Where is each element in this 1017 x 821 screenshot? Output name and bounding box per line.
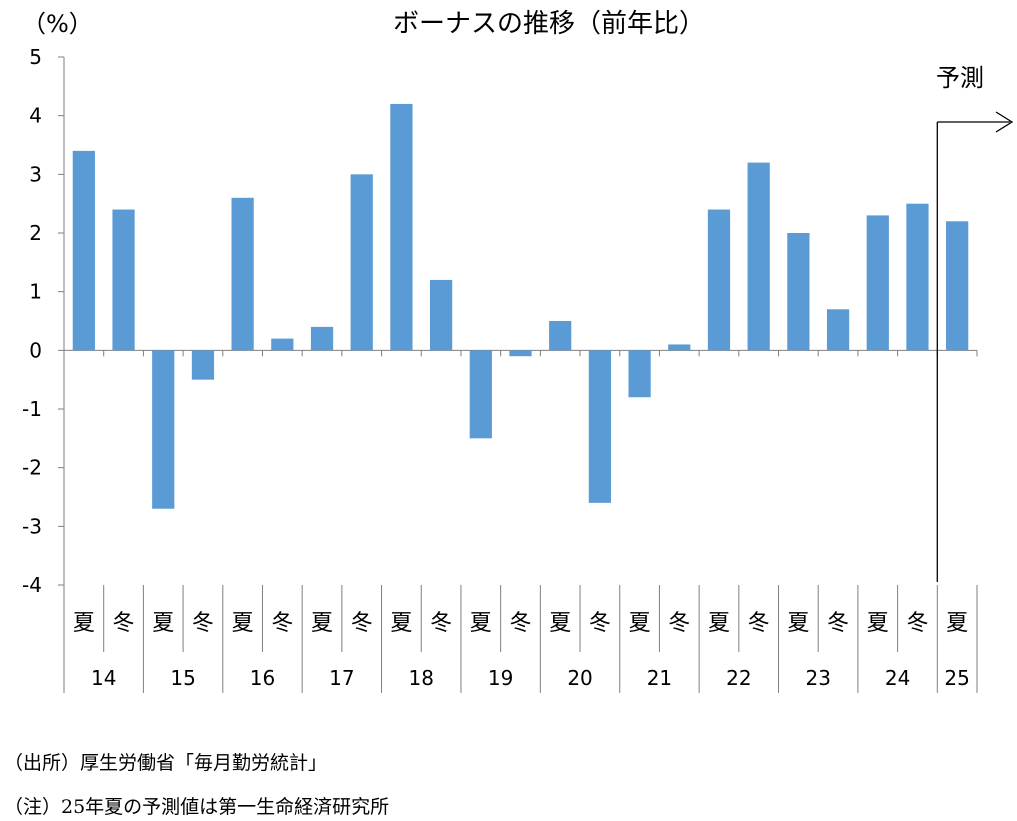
bar [707,209,731,351]
season-label: 冬 [192,611,214,636]
bar-series [72,103,969,509]
year-label: 24 [885,666,910,690]
year-label: 15 [170,666,195,690]
year-label: 20 [567,666,592,690]
y-tick-label: -4 [22,573,42,597]
bar [747,162,770,351]
y-axis-unit-label: （%） [22,10,93,38]
season-label: 夏 [232,611,254,636]
season-label: 夏 [708,611,730,636]
bar [509,350,532,357]
bar [390,103,413,351]
season-label: 冬 [589,611,611,636]
y-axis-tick-labels: 5 4 3 2 1 0 -1 -2 -3 -4 [22,45,42,597]
year-label: 16 [250,666,275,690]
chart-title: ボーナスの推移（前年比） [393,9,705,39]
bar [191,350,215,380]
season-label: 冬 [430,611,452,636]
season-label: 夏 [946,611,968,636]
chart-axes [58,56,978,693]
bonus-bar-chart: ボーナスの推移（前年比） （%） 543210-1-2-3-4 夏冬夏冬夏冬夏冬… [22,9,1014,693]
category-axis-labels: 夏冬夏冬夏冬夏冬夏冬夏冬夏冬夏冬夏冬夏冬夏冬夏14 15 16 17 18 19 20 21 2… [73,611,970,690]
season-label: 冬 [748,611,770,636]
y-tick-label: 2 [29,221,42,245]
bar [350,174,373,351]
y-tick-label: 1 [29,280,42,304]
y-tick-label: 3 [29,162,42,186]
y-tick-label: -2 [22,456,42,480]
year-label: 19 [488,666,513,690]
bar [271,338,294,351]
season-label: 夏 [73,611,95,636]
season-label: 冬 [906,611,928,636]
y-tick-label: -3 [22,514,42,538]
season-label: 冬 [271,611,293,636]
y-tick-label: -1 [22,397,42,421]
bar [310,326,334,351]
bar [866,215,889,351]
year-label: 18 [409,666,434,690]
bar [787,233,810,351]
year-label: 17 [329,666,354,690]
season-label: 冬 [827,611,849,636]
season-label: 夏 [867,611,889,636]
season-label: 夏 [549,611,571,636]
source-note: （出所）厚生労働省「毎月勤労統計」 [4,752,328,774]
year-label: 21 [647,666,672,690]
bar [826,309,850,351]
bar [946,221,969,351]
y-tick-label: 0 [29,338,42,362]
bar [469,350,492,439]
forecast-label: 予測 [936,64,984,92]
bar [231,197,254,351]
bar [112,209,135,351]
bar [668,344,691,351]
season-label: 夏 [152,611,174,636]
y-tick-label: 5 [29,45,42,69]
season-label: 冬 [351,611,373,636]
season-label: 夏 [470,611,492,636]
bar [152,350,175,509]
bar [588,350,612,503]
bar [429,279,453,351]
season-label: 夏 [629,611,651,636]
year-label: 14 [91,666,116,690]
bar [906,203,929,351]
y-tick-label: 4 [29,104,42,128]
season-label: 夏 [787,611,809,636]
year-label: 25 [944,666,969,690]
year-label: 23 [805,666,830,690]
season-label: 冬 [509,611,531,636]
forecast-marker: 予測 [936,64,1014,582]
season-label: 冬 [668,611,690,636]
bar [549,321,572,351]
forecast-arrow-head-icon [995,111,1014,133]
season-label: 夏 [390,611,412,636]
bar [628,350,651,398]
season-label: 夏 [311,611,333,636]
year-label: 22 [726,666,751,690]
forecast-note: （注）25年夏の予測値は第一生命経済研究所 [4,796,390,818]
season-label: 冬 [113,611,135,636]
bar [72,150,95,351]
